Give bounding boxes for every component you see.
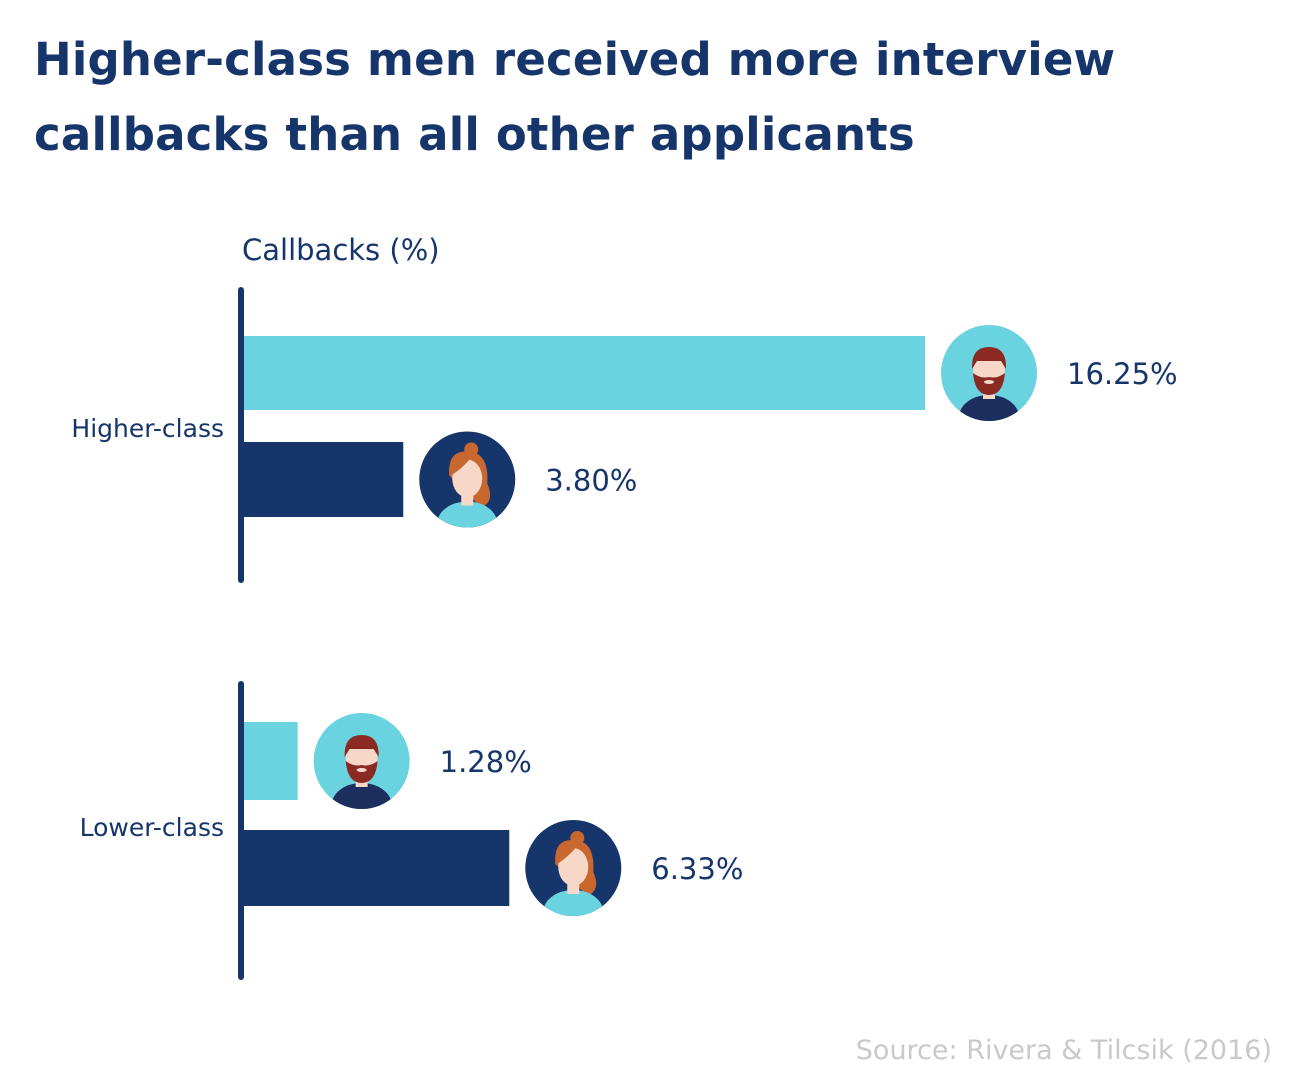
chart-title: Higher-class men received more interview…	[34, 33, 1116, 161]
category-label: Lower-class	[80, 813, 224, 842]
woman-avatar-icon	[419, 431, 516, 528]
bar-lower-class-woman	[244, 830, 510, 906]
bar-higher-class-man	[244, 336, 925, 410]
bar-lower-class-man	[244, 722, 298, 800]
woman-avatar-icon	[525, 820, 622, 916]
category-label: Higher-class	[71, 414, 224, 443]
data-label: 3.80%	[545, 464, 637, 498]
data-label: 16.25%	[1067, 357, 1178, 391]
source-note: Source: Rivera & Tilcsik (2016)	[855, 1035, 1272, 1066]
bar-higher-class-woman	[244, 442, 404, 517]
data-label: 1.28%	[440, 745, 532, 779]
man-avatar-icon	[313, 713, 410, 809]
man-avatar-icon	[941, 325, 1037, 421]
axis-label: Callbacks (%)	[242, 233, 440, 267]
data-label: 6.33%	[651, 852, 743, 886]
